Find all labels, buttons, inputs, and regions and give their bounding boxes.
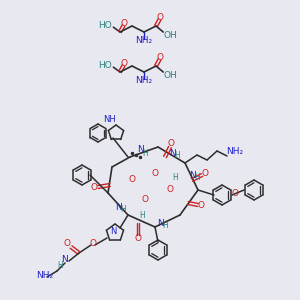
Text: N: N — [189, 170, 195, 179]
Text: H: H — [174, 152, 180, 160]
Text: N: N — [110, 226, 116, 236]
Text: O: O — [157, 13, 164, 22]
Text: O: O — [202, 169, 208, 178]
Text: H: H — [139, 211, 145, 220]
Text: H: H — [57, 260, 63, 269]
Text: H: H — [194, 173, 200, 182]
Text: N: N — [115, 202, 122, 211]
Text: N: N — [136, 146, 143, 154]
Text: OH: OH — [164, 70, 178, 80]
Text: N: N — [61, 256, 68, 265]
Text: N: N — [169, 148, 176, 158]
Text: HO: HO — [98, 61, 112, 70]
Text: O: O — [91, 183, 98, 192]
Text: O: O — [152, 169, 158, 178]
Text: H: H — [142, 148, 148, 158]
Text: NH₂: NH₂ — [135, 76, 153, 85]
Text: O: O — [167, 185, 173, 194]
Text: NH₂: NH₂ — [36, 271, 54, 280]
Text: O: O — [232, 188, 238, 197]
Text: O: O — [121, 19, 128, 28]
Text: NH: NH — [103, 115, 116, 124]
Text: O: O — [64, 239, 70, 248]
Text: O: O — [128, 176, 136, 184]
Text: O: O — [134, 234, 142, 243]
Text: O: O — [89, 238, 97, 247]
Text: H: H — [162, 221, 168, 230]
Text: OH: OH — [164, 31, 178, 40]
Text: HO: HO — [98, 22, 112, 31]
Text: NH₂: NH₂ — [135, 36, 153, 45]
Text: H: H — [120, 206, 126, 214]
Text: N: N — [157, 218, 164, 227]
Text: O: O — [121, 59, 128, 68]
Text: NH₂: NH₂ — [226, 148, 244, 157]
Text: O: O — [142, 196, 148, 205]
Text: O: O — [197, 201, 205, 210]
Text: O: O — [157, 53, 164, 62]
Text: H: H — [172, 172, 178, 182]
Text: O: O — [168, 140, 175, 148]
